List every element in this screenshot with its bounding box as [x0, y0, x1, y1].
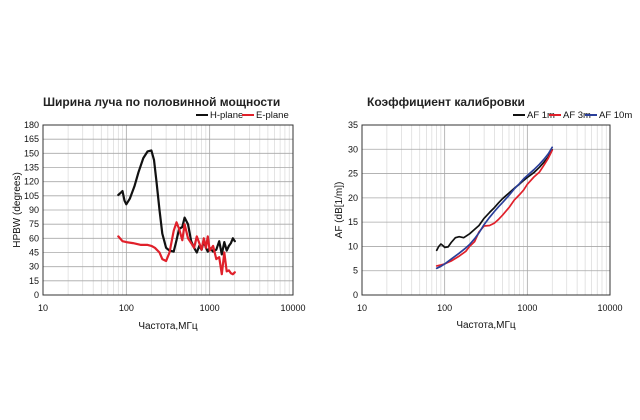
hpbw-chart-title: Ширина луча по половинной мощности — [43, 95, 280, 109]
hpbw-y-tick-label: 135 — [24, 163, 39, 173]
af-x-tick-label: 100 — [437, 303, 452, 313]
af-line-af-3m — [435, 149, 554, 267]
hpbw-x-tick-label: 10000 — [280, 303, 305, 313]
hpbw-x-tick-label: 10 — [38, 303, 48, 313]
hpbw-line-e-plane — [117, 221, 236, 276]
hpbw-x-tick-label: 100 — [119, 303, 134, 313]
hpbw-legend-h-plane: H-plane — [196, 110, 243, 121]
af-legend-af-3m: AF 3m — [549, 110, 591, 121]
hpbw-legend-e-plane: E-plane — [242, 110, 289, 121]
af-grid — [361, 124, 611, 296]
hpbw-legend-label: H-plane — [210, 110, 243, 121]
hpbw-y-tick-label: 90 — [29, 205, 39, 215]
hpbw-y-tick-label: 60 — [29, 233, 39, 243]
af-y-tick-label: 35 — [348, 120, 358, 130]
af-y-tick-label: 20 — [348, 193, 358, 203]
af-y-tick-label: 10 — [348, 241, 358, 251]
hpbw-y-tick-label: 165 — [24, 134, 39, 144]
hpbw-y-tick-label: 15 — [29, 276, 39, 286]
af-line-af-1m — [435, 148, 554, 252]
hpbw-x-axis-label: Частота,МГц — [138, 321, 198, 332]
af-legend-af-1m: AF 1m — [513, 110, 555, 121]
hpbw-y-tick-label: 150 — [24, 148, 39, 158]
af-x-tick-label: 10000 — [597, 303, 622, 313]
hpbw-y-tick-label: 180 — [24, 120, 39, 130]
af-y-tick-label: 30 — [348, 144, 358, 154]
af-y-tick-label: 15 — [348, 217, 358, 227]
hpbw-plot-frame — [42, 124, 294, 296]
hpbw-y-tick-label: 120 — [24, 177, 39, 187]
af-x-tick-label: 10 — [357, 303, 367, 313]
hpbw-legend-label: E-plane — [256, 110, 289, 121]
hpbw-y-tick-label: 30 — [29, 262, 39, 272]
af-x-tick-label: 1000 — [517, 303, 537, 313]
af-y-tick-label: 0 — [353, 290, 358, 300]
af-y-tick-label: 5 — [353, 266, 358, 276]
hpbw-y-tick-label: 105 — [24, 191, 39, 201]
hpbw-y-tick-label: 45 — [29, 248, 39, 258]
af-plot-frame — [361, 124, 611, 296]
hpbw-series-e-plane — [117, 221, 236, 276]
hpbw-y-tick-label: 75 — [29, 219, 39, 229]
af-y-axis-label: AF (dB[1/m]) — [334, 182, 345, 239]
af-y-tick-label: 25 — [348, 169, 358, 179]
af-chart: Коэффициент калибровки 0 5 10 15 20 25 30 35 10 1… — [334, 95, 632, 331]
hpbw-y-tick-label: 0 — [34, 290, 39, 300]
af-series-af-10m — [435, 146, 554, 270]
hpbw-chart: Ширина луча по половинной мощности 0 15 30… — [12, 95, 306, 332]
af-legend-label: AF 3m — [563, 110, 591, 121]
af-legend-label: AF 1m — [527, 110, 555, 121]
af-line-af-10m — [435, 146, 554, 270]
hpbw-line-h-plane — [117, 149, 236, 256]
af-legend-label: AF 10m — [599, 110, 632, 121]
af-chart-title: Коэффициент калибровки — [367, 95, 525, 109]
af-x-axis-label: Частота,МГц — [456, 320, 516, 331]
hpbw-y-axis-label: HPBW (degrees) — [12, 172, 23, 248]
hpbw-x-tick-label: 1000 — [200, 303, 220, 313]
af-legend-af-10m: AF 10m — [585, 110, 632, 121]
hpbw-grid — [42, 124, 294, 296]
